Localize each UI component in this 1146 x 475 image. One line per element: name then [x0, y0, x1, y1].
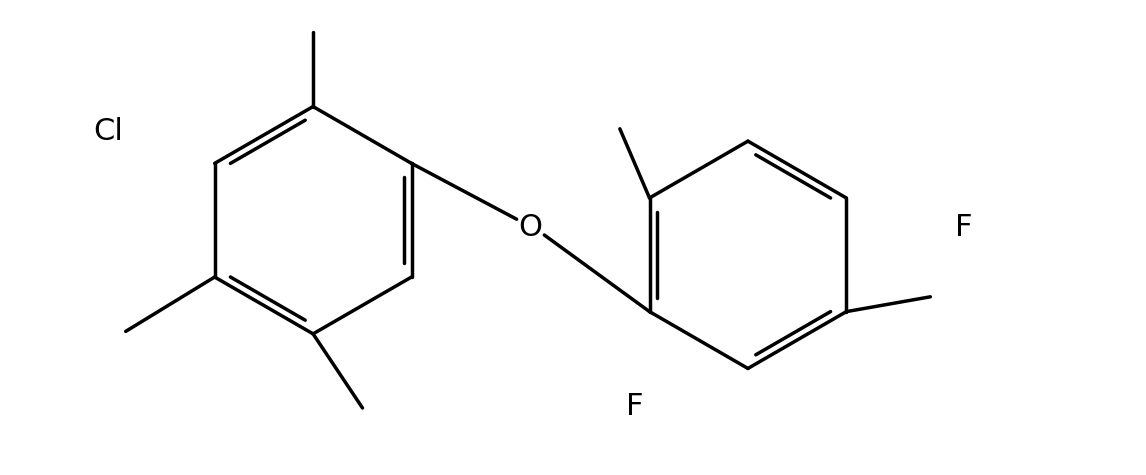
Text: O: O	[518, 213, 542, 242]
Text: F: F	[626, 392, 643, 421]
Text: Cl: Cl	[94, 117, 124, 146]
Text: F: F	[956, 213, 973, 242]
